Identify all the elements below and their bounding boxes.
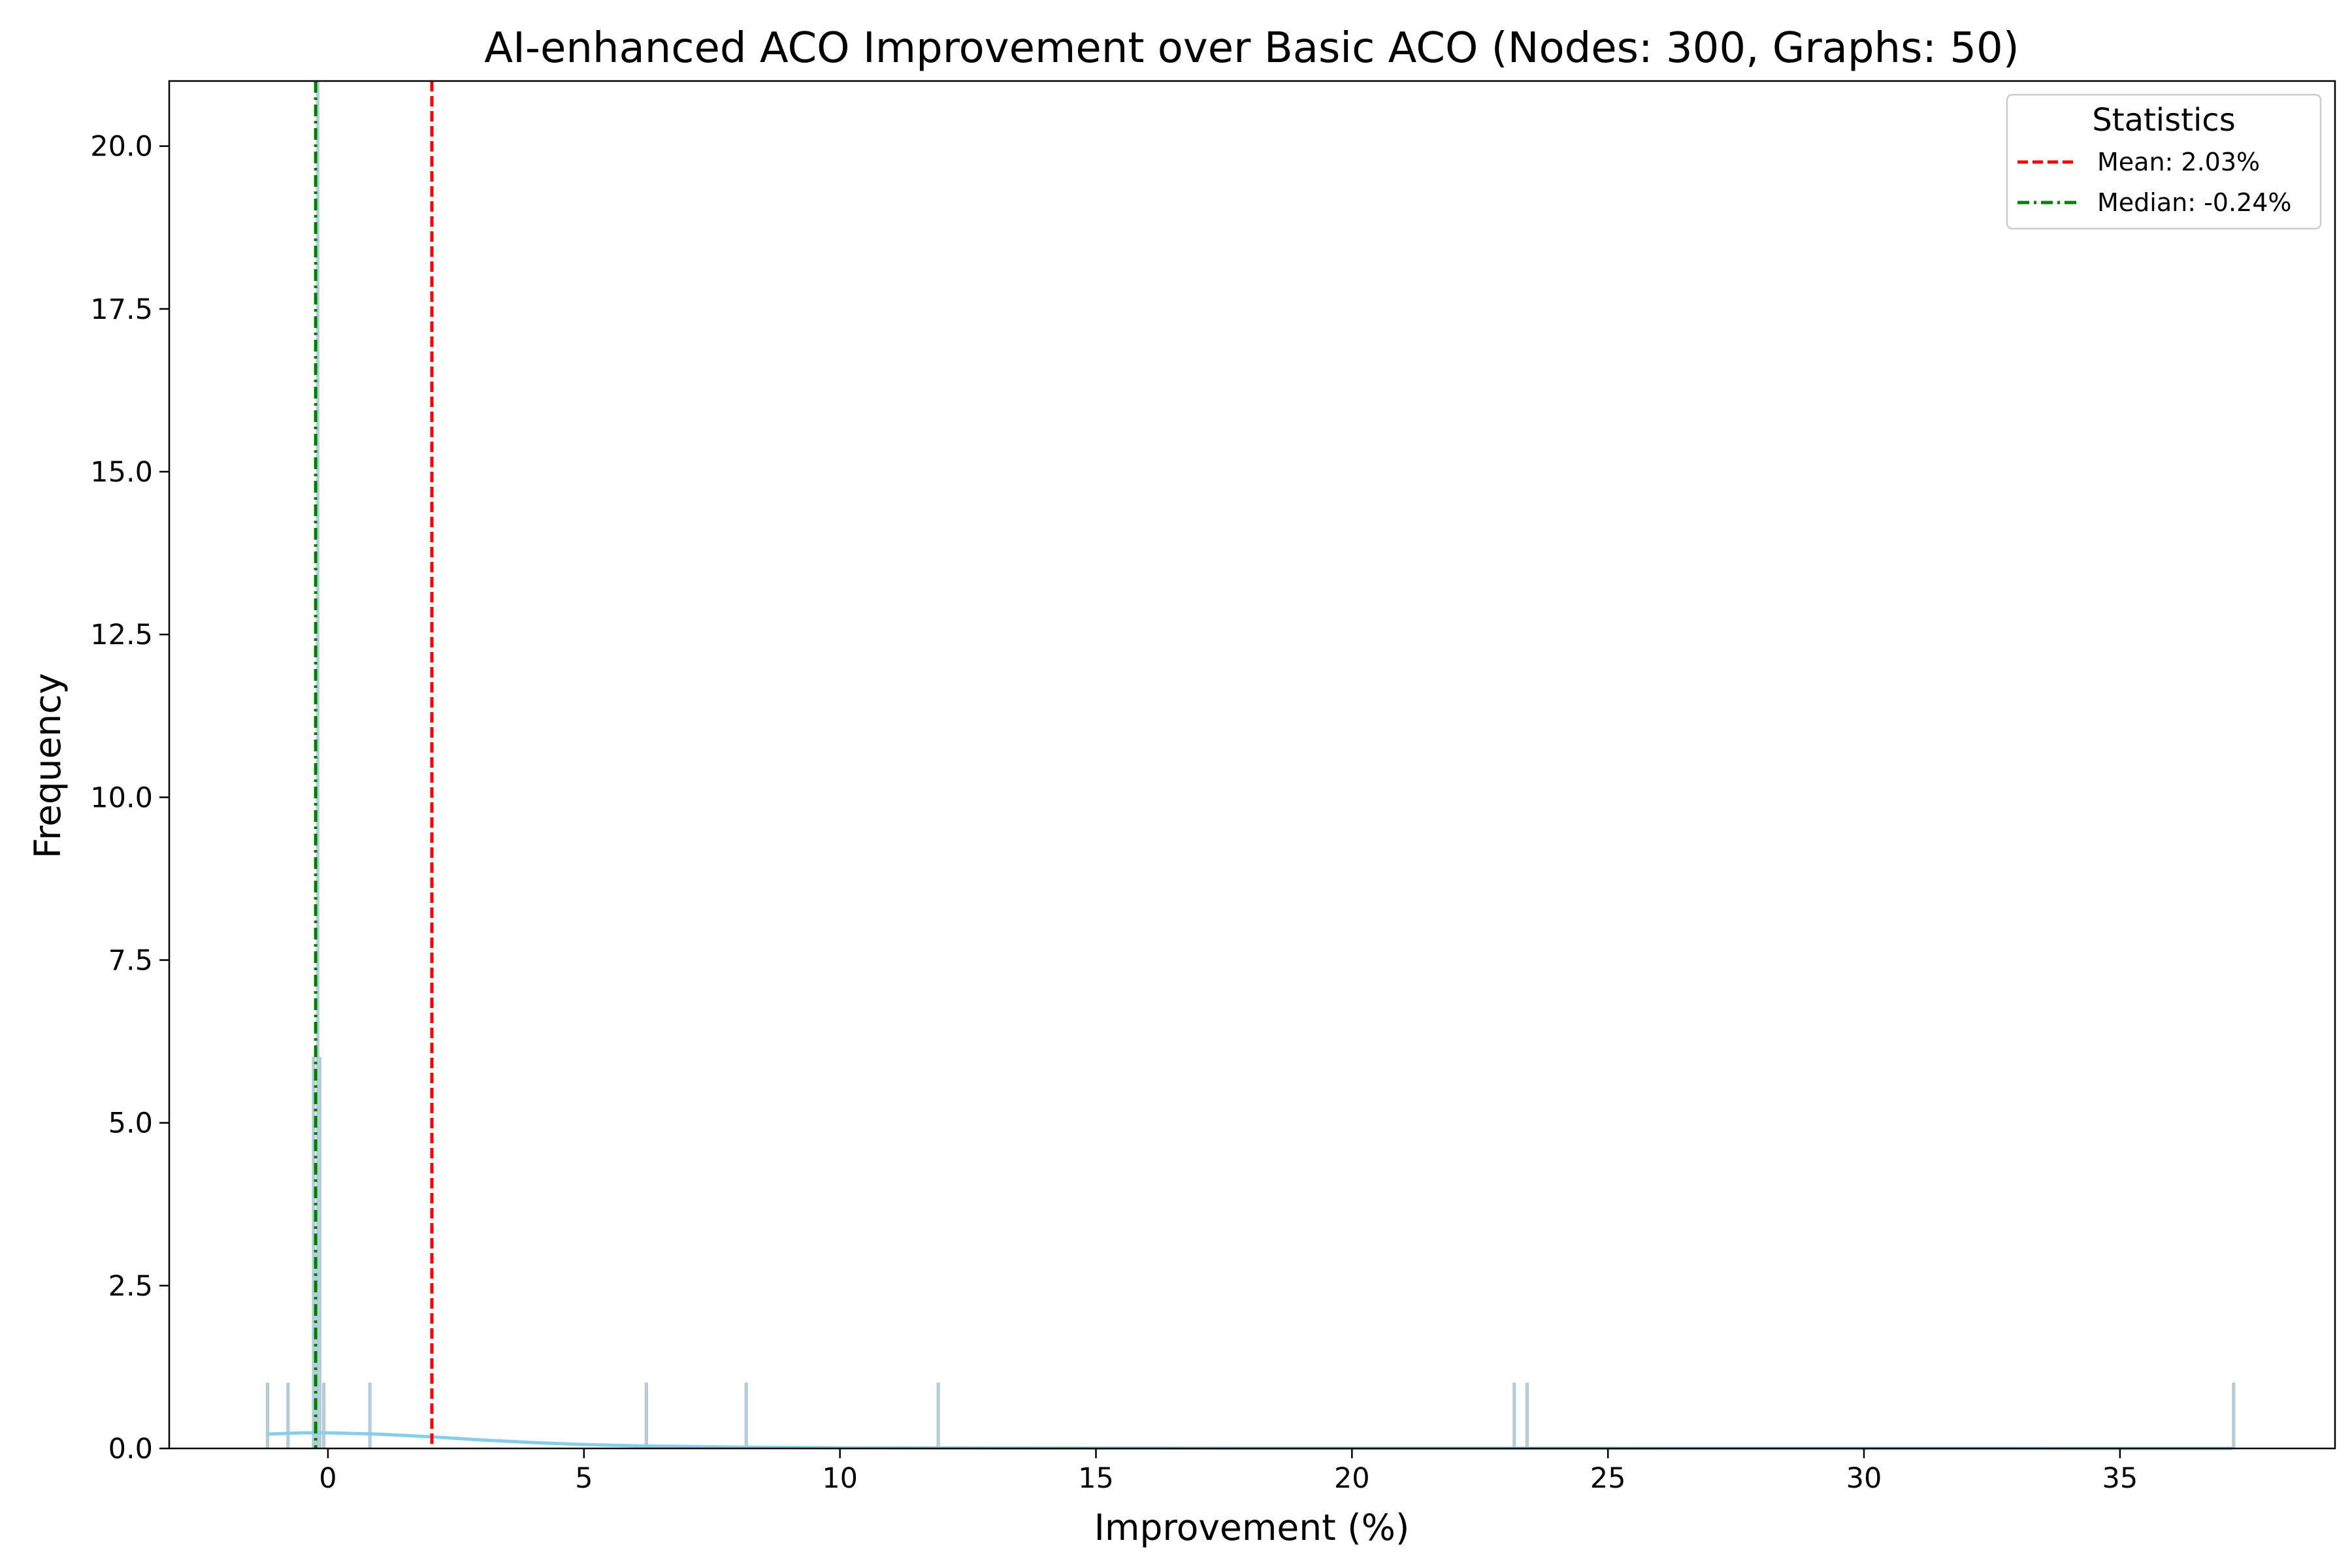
x-tick-label: 20 (1334, 1462, 1370, 1495)
x-axis-label: Improvement (%) (1094, 1507, 1410, 1548)
x-tick-label: 35 (2102, 1462, 2138, 1495)
kde-curve (266, 1431, 2233, 1450)
y-tick-label: 15.0 (90, 456, 153, 489)
histogram-bar (286, 1382, 290, 1449)
x-tick-label: 0 (319, 1462, 336, 1495)
y-tick-label: 7.5 (108, 945, 153, 977)
y-axis: 0.0 2.5 5.0 7.5 10.0 12.5 15.0 17.5 20.0 (90, 131, 169, 1465)
histogram-bar (322, 1382, 326, 1449)
plot-frame (168, 80, 2336, 1450)
y-axis-label: Frequency (27, 673, 69, 858)
histogram-bar (644, 1382, 648, 1449)
y-tick-label: 20.0 (90, 131, 153, 163)
y-tick-label: 5.0 (108, 1107, 153, 1140)
x-tick-label: 15 (1078, 1462, 1114, 1495)
histogram-bar (1525, 1382, 1529, 1449)
legend-title: Statistics (2092, 102, 2235, 139)
histogram-bar (265, 1382, 270, 1449)
legend: Statistics Mean: 2.03% Median: -0.24% (2006, 93, 2322, 230)
histogram-bar (2232, 1382, 2236, 1449)
x-tick-label: 10 (822, 1462, 858, 1495)
legend-entry-mean: Mean: 2.03% (2097, 148, 2260, 176)
x-tick-label: 5 (575, 1462, 593, 1495)
y-tick-label: 12.5 (90, 619, 153, 651)
legend-entry-median: Median: -0.24% (2097, 188, 2292, 217)
histogram-bar (1512, 1382, 1516, 1449)
y-tick-label: 0.0 (108, 1433, 153, 1465)
y-tick-label: 2.5 (108, 1270, 153, 1303)
chart-title: AI-enhanced ACO Improvement over Basic A… (484, 24, 2019, 73)
legend-box (2006, 93, 2322, 230)
histogram-bar (368, 1382, 372, 1449)
x-axis: 0 5 10 15 20 25 30 35 (319, 1448, 2138, 1495)
plot-area (265, 80, 2236, 1450)
y-tick-label: 17.5 (90, 293, 153, 326)
histogram-bar (936, 1382, 940, 1449)
x-tick-label: 25 (1590, 1462, 1626, 1495)
x-tick-label: 30 (1846, 1462, 1882, 1495)
histogram-bar (744, 1382, 748, 1449)
histogram-bar (318, 1057, 321, 1449)
y-tick-label: 10.0 (90, 781, 153, 814)
